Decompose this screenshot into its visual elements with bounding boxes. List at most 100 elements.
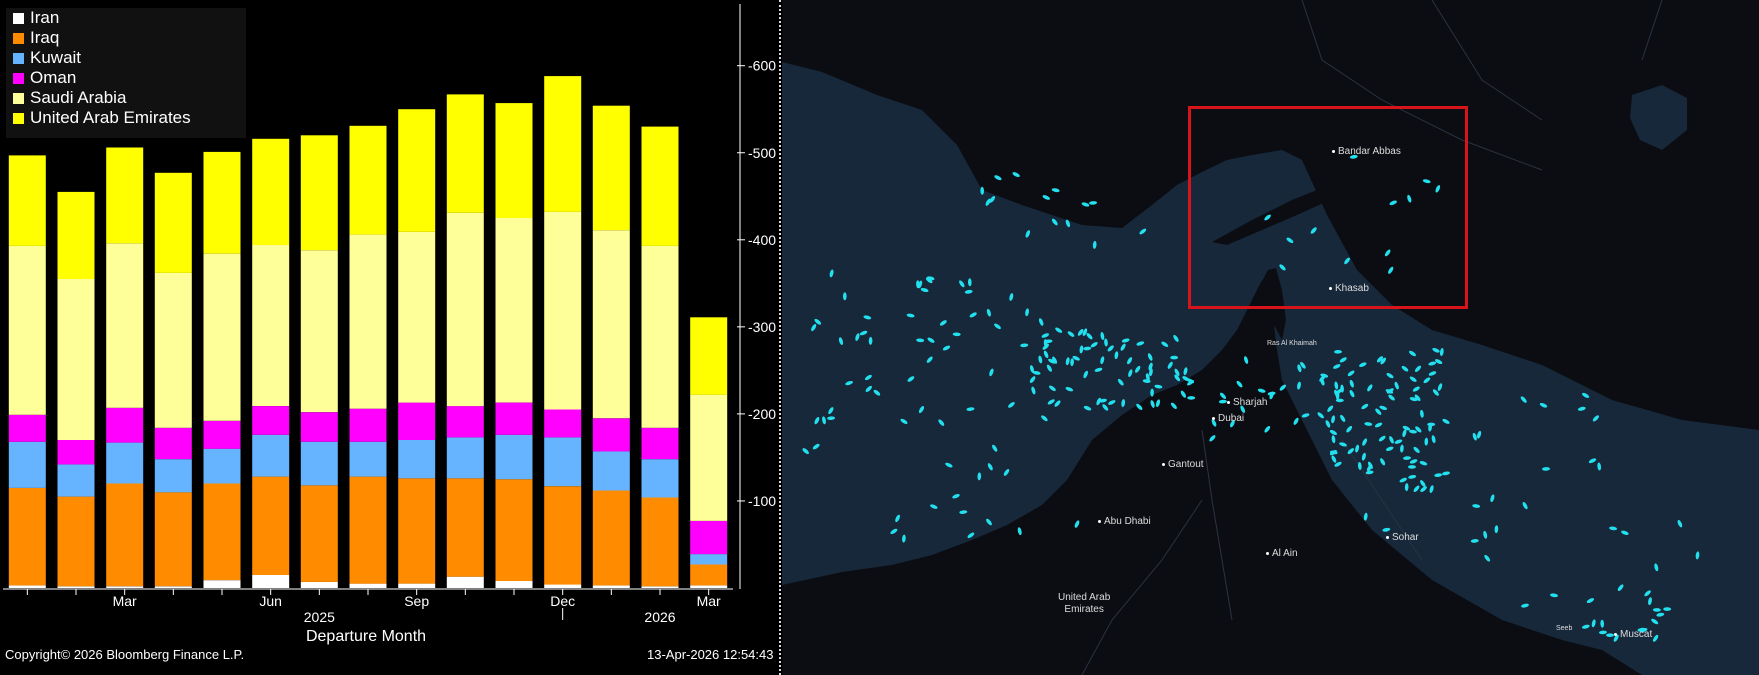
vessel-marker [1428, 361, 1437, 366]
legend-item-uae: United Arab Emirates [6, 108, 246, 128]
bar-segment-oman [641, 427, 679, 460]
vessel-marker [827, 416, 836, 421]
vessel-marker [1695, 551, 1700, 560]
vessel-marker [989, 196, 996, 203]
vessel-marker [1054, 400, 1061, 407]
vessel-marker [1652, 608, 1661, 612]
legend-label-iraq: Iraq [30, 28, 60, 47]
vessel-marker [927, 337, 935, 343]
vessel-marker [1032, 370, 1041, 375]
vessel-marker [1588, 458, 1597, 464]
vessel-marker [987, 463, 993, 471]
vessel-marker [1581, 624, 1590, 629]
vessel-marker [1598, 630, 1607, 635]
vessel-marker [1257, 388, 1266, 393]
vessel-marker [1279, 264, 1286, 271]
vessel-marker [1346, 425, 1353, 433]
vessel-marker [1401, 365, 1409, 372]
vessel-marker [1422, 179, 1431, 184]
vessel-marker [977, 472, 982, 481]
vessel-marker [1431, 435, 1436, 444]
vessel-marker [918, 406, 925, 414]
vessel-marker [1379, 405, 1388, 411]
vessel-marker [1388, 394, 1395, 401]
vessel-marker [1127, 357, 1133, 365]
map-label-bandar-abbas: Bandar Abbas [1332, 146, 1401, 157]
vessel-marker [1344, 257, 1350, 265]
vessel-marker [1170, 402, 1177, 410]
bar-segment-saudi-arabia [57, 279, 95, 440]
vessel-marker [1211, 419, 1217, 427]
bar-segment-iraq [495, 479, 533, 581]
x-axis-title: Departure Month [306, 628, 426, 645]
legend-swatch-iran [13, 12, 24, 24]
vessel-marker [1074, 520, 1080, 528]
vessel-marker [1236, 380, 1243, 388]
vessel-marker [1388, 266, 1394, 274]
vessel-marker [802, 448, 809, 455]
vessel-marker [1334, 461, 1342, 467]
vessel-marker [1651, 618, 1659, 625]
vessel-marker [1029, 376, 1036, 384]
vessel-marker [1520, 396, 1527, 403]
vessel-marker [1025, 308, 1029, 317]
vessel-marker [945, 462, 953, 468]
vessel-marker [1096, 397, 1102, 406]
vessel-marker [822, 416, 826, 425]
vessel-marker [1173, 334, 1179, 342]
vessel-marker [1335, 388, 1343, 395]
vessel-marker [1042, 343, 1050, 350]
vessel-marker [1029, 365, 1035, 373]
legend-label-saudi-arabia: Saudi Arabia [30, 88, 127, 107]
bar-segment-saudi-arabia [300, 250, 338, 413]
gulf-water [782, 62, 1759, 675]
vessel-marker [1219, 392, 1227, 399]
vessel-marker [1100, 356, 1105, 365]
vessel-marker [1347, 448, 1355, 455]
vessel-marker [1301, 413, 1310, 418]
vessel-marker [1542, 467, 1550, 471]
legend-label-iran: Iran [30, 8, 60, 27]
vessel-marker [1420, 486, 1427, 492]
vessel-marker [902, 534, 906, 543]
legend-item-iraq: Iraq [6, 28, 246, 48]
vessel-marker [1419, 461, 1428, 466]
vessel-marker [1442, 418, 1450, 424]
bar-segment-united-arab-emirates [8, 155, 46, 246]
vessel-marker [865, 385, 872, 392]
vessel-marker [1414, 394, 1421, 402]
vessel-marker [1654, 563, 1659, 572]
bar-segment-iran [592, 585, 630, 588]
bar-segment-kuwait [446, 437, 484, 479]
bar-segment-iran [154, 586, 192, 588]
vessel-marker [1264, 425, 1271, 433]
vessel-marker [1550, 593, 1558, 598]
vessel-marker [1094, 367, 1103, 372]
vessel-marker [1065, 357, 1070, 366]
bar-segment-iran [641, 586, 679, 588]
y-tick-label: -500 [748, 145, 776, 161]
x-tick-label: Dec [550, 593, 575, 609]
bar-segment-oman [57, 440, 95, 465]
vessel-marker [1521, 603, 1529, 608]
bar-segment-kuwait [57, 464, 95, 497]
vessel-marker [1365, 470, 1374, 475]
x-tick-label: Mar [113, 593, 137, 609]
vessel-marker [1386, 388, 1394, 394]
vessel-marker [1617, 584, 1624, 592]
vessel-marker [985, 198, 991, 206]
qeshm-island [1212, 186, 1342, 245]
musandam-peninsula [1252, 268, 1286, 340]
vessel-marker [1325, 420, 1331, 428]
vessel-marker [1609, 526, 1618, 531]
vessel-marker [1394, 439, 1403, 444]
vessel-marker [1335, 398, 1344, 403]
vessel-marker [1407, 194, 1412, 203]
vessel-marker [952, 332, 961, 337]
vessel-marker [1652, 634, 1659, 642]
vessel-marker [1394, 381, 1399, 390]
vessel-marker [1183, 367, 1188, 376]
vessel-marker [1150, 388, 1154, 397]
vessel-marker [1414, 365, 1422, 372]
bar-segment-iraq [592, 490, 630, 586]
